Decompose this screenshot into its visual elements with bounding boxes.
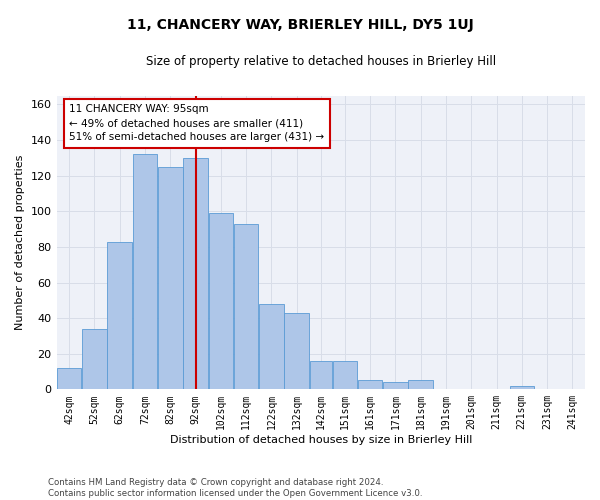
- Bar: [158, 167, 182, 390]
- Bar: [409, 380, 433, 390]
- Bar: [107, 242, 132, 390]
- Text: 11, CHANCERY WAY, BRIERLEY HILL, DY5 1UJ: 11, CHANCERY WAY, BRIERLEY HILL, DY5 1UJ: [127, 18, 473, 32]
- Bar: [234, 224, 259, 390]
- Y-axis label: Number of detached properties: Number of detached properties: [15, 155, 25, 330]
- Text: Contains HM Land Registry data © Crown copyright and database right 2024.
Contai: Contains HM Land Registry data © Crown c…: [48, 478, 422, 498]
- Bar: [310, 361, 332, 390]
- Title: Size of property relative to detached houses in Brierley Hill: Size of property relative to detached ho…: [146, 55, 496, 68]
- Bar: [82, 329, 107, 390]
- Bar: [284, 313, 309, 390]
- Bar: [509, 386, 534, 390]
- Bar: [209, 213, 233, 390]
- Bar: [358, 380, 382, 390]
- Bar: [133, 154, 157, 390]
- Text: 11 CHANCERY WAY: 95sqm
← 49% of detached houses are smaller (411)
51% of semi-de: 11 CHANCERY WAY: 95sqm ← 49% of detached…: [69, 104, 325, 142]
- X-axis label: Distribution of detached houses by size in Brierley Hill: Distribution of detached houses by size …: [170, 435, 472, 445]
- Bar: [57, 368, 82, 390]
- Bar: [383, 382, 407, 390]
- Bar: [332, 361, 357, 390]
- Bar: [259, 304, 284, 390]
- Bar: [184, 158, 208, 390]
